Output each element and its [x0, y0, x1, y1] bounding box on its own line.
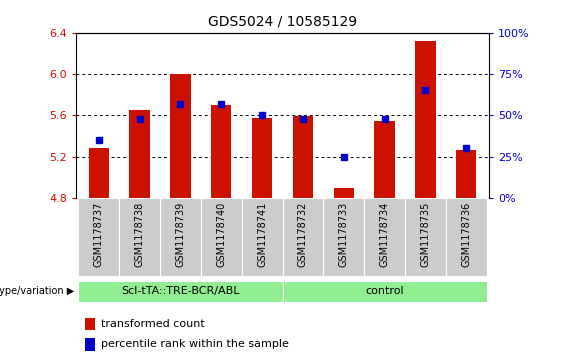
Bar: [129, 110, 150, 198]
Bar: [160, 198, 201, 276]
Bar: [333, 188, 354, 198]
Text: GSM1178741: GSM1178741: [257, 202, 267, 267]
Bar: [282, 281, 486, 302]
Bar: [282, 198, 323, 276]
Bar: [89, 148, 109, 198]
Text: GSM1178740: GSM1178740: [216, 202, 226, 267]
Bar: [415, 41, 436, 198]
Bar: [252, 118, 272, 198]
Text: GSM1178732: GSM1178732: [298, 202, 308, 267]
Bar: [85, 338, 95, 351]
Title: GDS5024 / 10585129: GDS5024 / 10585129: [208, 15, 357, 29]
Text: GSM1178734: GSM1178734: [380, 202, 390, 267]
Text: transformed count: transformed count: [101, 319, 205, 329]
Text: control: control: [366, 286, 404, 296]
Text: GSM1178735: GSM1178735: [420, 202, 431, 267]
Text: GSM1178733: GSM1178733: [339, 202, 349, 267]
Bar: [293, 116, 313, 198]
Bar: [201, 198, 242, 276]
Bar: [79, 281, 282, 302]
Bar: [211, 105, 232, 198]
Bar: [85, 318, 95, 330]
Bar: [79, 198, 119, 276]
Text: GSM1178738: GSM1178738: [134, 202, 145, 267]
Bar: [170, 74, 190, 198]
Text: Scl-tTA::TRE-BCR/ABL: Scl-tTA::TRE-BCR/ABL: [121, 286, 240, 296]
Text: GSM1178739: GSM1178739: [175, 202, 185, 267]
Bar: [456, 150, 476, 198]
Text: percentile rank within the sample: percentile rank within the sample: [101, 339, 289, 350]
Bar: [242, 198, 282, 276]
Bar: [405, 198, 446, 276]
Text: GSM1178736: GSM1178736: [461, 202, 471, 267]
Bar: [446, 198, 486, 276]
Bar: [375, 122, 395, 198]
Text: genotype/variation ▶: genotype/variation ▶: [0, 286, 74, 296]
Text: GSM1178737: GSM1178737: [94, 202, 104, 267]
Bar: [323, 198, 364, 276]
Bar: [119, 198, 160, 276]
Bar: [364, 198, 405, 276]
